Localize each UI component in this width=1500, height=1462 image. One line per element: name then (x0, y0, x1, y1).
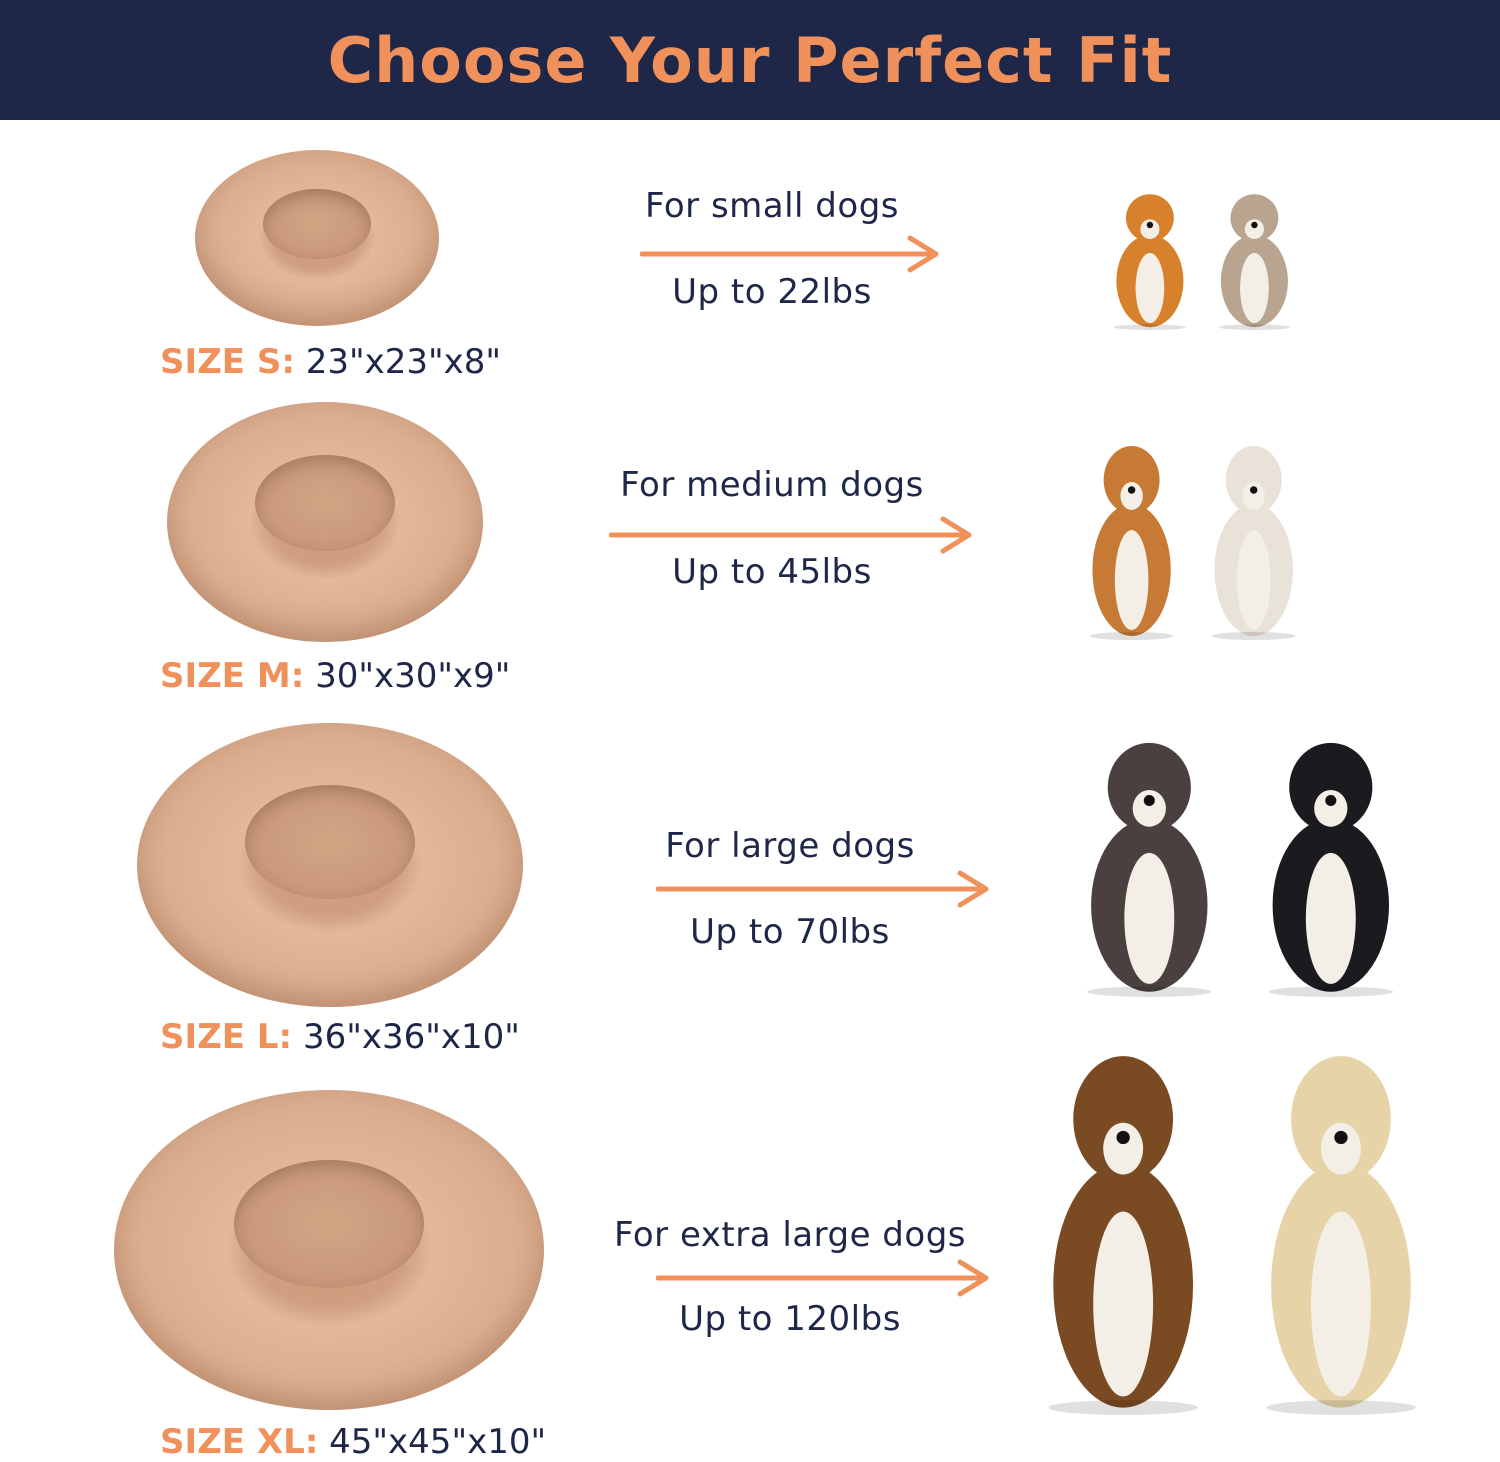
dog-figure (1048, 1056, 1199, 1415)
bed-image-small (195, 150, 439, 326)
weight-medium: Up to 45lbs (672, 552, 872, 592)
dog-figure (1218, 194, 1291, 330)
dog-type-large: For large dogs (665, 826, 915, 866)
bed-image-medium (167, 402, 483, 642)
dog-figure (1113, 194, 1186, 330)
page-title: Choose Your Perfect Fit (327, 23, 1173, 97)
size-label-small: SIZE S: 23"x23"x8" (160, 342, 501, 382)
dogs-image-extra-large (1048, 1056, 1416, 1415)
dogs-image-small (1113, 194, 1291, 330)
size-label-medium: SIZE M: 30"x30"x9" (160, 656, 510, 696)
size-dimensions: 23"x23"x8" (305, 342, 502, 382)
dog-type-medium: For medium dogs (620, 465, 924, 505)
dogs-image-large (1086, 742, 1394, 997)
dog-figure (1211, 446, 1296, 640)
weight-small: Up to 22lbs (672, 272, 872, 312)
arrow-icon (656, 1259, 989, 1297)
dog-type-small: For small dogs (645, 186, 899, 226)
dog-figure (1268, 742, 1394, 997)
dogs-image-medium (1089, 446, 1296, 640)
size-label-extra-large: SIZE XL: 45"x45"x10" (160, 1422, 546, 1462)
size-name: SIZE XL: (160, 1422, 319, 1462)
size-dimensions: 36"x36"x10" (302, 1017, 520, 1057)
size-dimensions: 30"x30"x9" (315, 656, 511, 696)
weight-extra-large: Up to 120lbs (679, 1299, 901, 1339)
dog-figure (1086, 742, 1212, 997)
arrow-icon (656, 870, 989, 908)
weight-large: Up to 70lbs (690, 912, 890, 952)
size-name: SIZE M: (160, 656, 305, 696)
arrow-icon (609, 516, 972, 554)
bed-image-large (137, 723, 523, 1007)
header-banner: Choose Your Perfect Fit (0, 0, 1500, 120)
arrow-icon (640, 235, 939, 273)
bed-image-extra-large (114, 1090, 544, 1410)
dog-figure (1266, 1056, 1416, 1415)
size-name: SIZE S: (160, 342, 295, 382)
dog-type-extra-large: For extra large dogs (614, 1215, 966, 1255)
size-dimensions: 45"x45"x10" (329, 1422, 547, 1462)
size-label-large: SIZE L: 36"x36"x10" (160, 1017, 520, 1057)
size-name: SIZE L: (160, 1017, 293, 1057)
dog-figure (1089, 446, 1174, 640)
